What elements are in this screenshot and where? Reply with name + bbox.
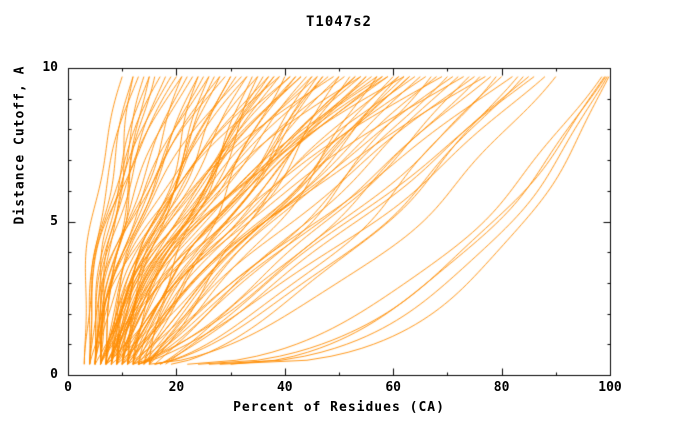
y-tick-label: 10 [42,60,58,75]
x-tick-label: 80 [493,380,510,395]
chart-title: T1047s2 [305,14,372,30]
x-tick-label: 40 [276,380,293,395]
x-tick-label: 0 [64,380,72,395]
x-tick-label: 100 [598,380,622,395]
x-axis-label: Percent of Residues (CA) [233,400,445,415]
x-tick-label: 20 [168,380,185,395]
y-tick-label: 0 [50,367,58,382]
y-tick-label: 5 [50,213,58,229]
y-axis-label: Distance Cutoff, A [12,65,28,225]
x-tick-label: 60 [385,380,402,395]
